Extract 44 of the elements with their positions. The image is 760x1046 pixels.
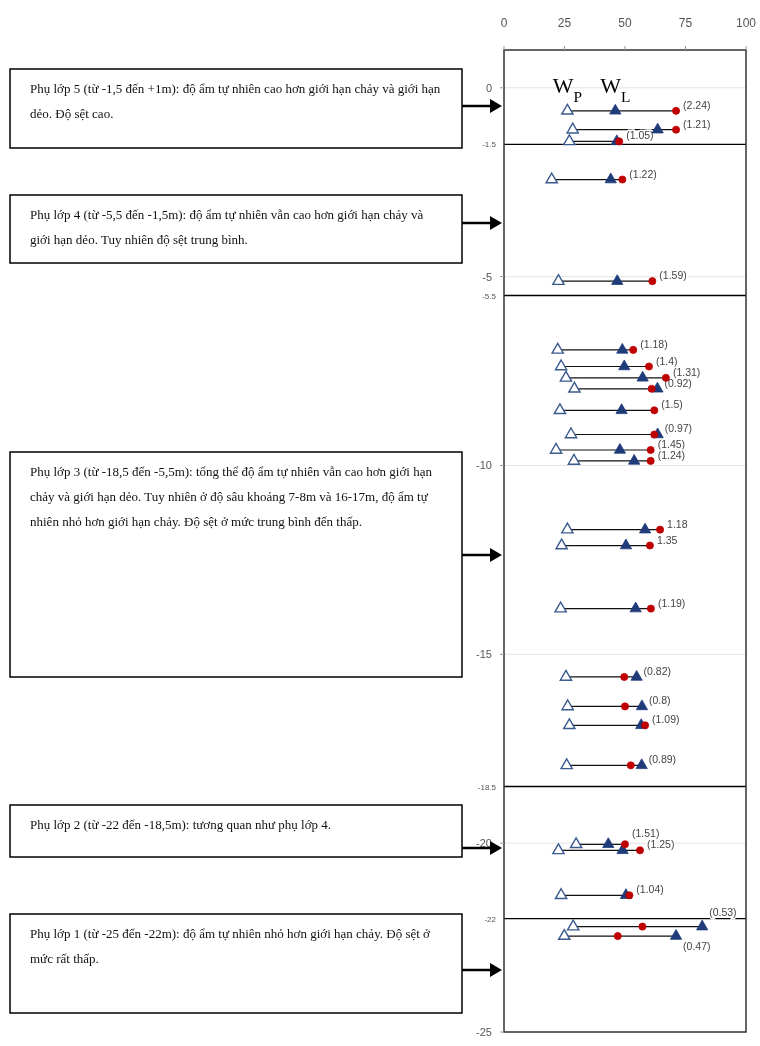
annotation: (1.09) <box>652 713 680 726</box>
series-label: W$_{P}$ <box>552 72 583 105</box>
annotation: (1.5) <box>661 398 683 411</box>
annotation: (1.51) <box>632 827 660 840</box>
x-tick-label: 50 <box>618 16 632 30</box>
annotation: (1.59) <box>659 269 687 282</box>
annotation: (1.18) <box>640 337 668 350</box>
annotation: (1.25) <box>647 838 675 851</box>
annotation: (1.19) <box>657 596 686 609</box>
text: Phụ lớp 3 (từ -18,5 đến -5,5m): tổng thể độ ẩm tự nhiên vẫn cao hơn giới hạn chảy và giới hạn dẻo. Tuy nhiên ở độ sâu khoảng 7-8m và 16-17m, độ ẩm tự nhiên nhỏ hơn giới hạn chảy. Độ sệt ở mức trung bình đến thấp. <box>30 464 433 529</box>
x-tick-label: 25 <box>557 16 572 30</box>
x-tick-label: 0 <box>500 16 508 30</box>
x-tick-label: 100 <box>735 16 757 30</box>
annotation: (0.97) <box>664 422 693 435</box>
y-tick-label: -10 <box>476 459 492 472</box>
x-tick-label: 75 <box>678 16 693 30</box>
annotation: (0.47) <box>683 940 711 953</box>
ref-line-label: -18.5 <box>477 782 497 792</box>
annotation: (1.31) <box>672 365 701 378</box>
y-tick-label: -15 <box>476 648 492 661</box>
annotation: (0.82) <box>643 664 672 677</box>
text: Phụ lớp 1 (từ -25 đến -22m): độ ẩm tự nhiên nhỏ hơn giới hạn chảy. Độ sệt ở mức rất thấp. <box>30 926 432 966</box>
text: Phụ lớp 4 (từ -5,5 đến -1,5m): độ ẩm tự nhiên vẫn cao hơn giới hạn chảy và giới hạn dẻo. Tuy nhiên độ sệt trung bình. <box>30 207 424 247</box>
annotation: (0.8) <box>648 694 671 707</box>
series-label: W$_{L}$ <box>600 72 631 105</box>
annotation: (0.53) <box>709 905 737 918</box>
ref-line-label: -22 <box>484 914 497 924</box>
y-tick-label: 0 <box>485 81 492 94</box>
ref-line-label: -5.5 <box>482 291 497 301</box>
annotation: (1.22) <box>629 167 657 180</box>
annotation: (1.4) <box>655 354 678 367</box>
annotation: (0.89) <box>648 753 677 766</box>
annotation: (1.04) <box>636 883 664 896</box>
text: Phụ lớp 2 (từ -22 đến -18,5m): tương quan như phụ lớp 4. <box>30 817 332 832</box>
ref-line-label: -1.5 <box>482 140 497 150</box>
annotation: (1.05) <box>626 129 654 142</box>
annotation: (1.21) <box>683 117 711 130</box>
annotation: (1.45) <box>657 437 686 450</box>
annotation: 1.35 <box>656 533 678 546</box>
annotation: (2.24) <box>683 98 711 111</box>
y-tick-label: -5 <box>482 270 492 283</box>
annotation: 1.18 <box>667 517 688 530</box>
text: Phụ lớp 5 (từ -1,5 đến +1m): độ ẩm tự nhiên cao hơn giới hạn chảy và giới hạn dẻo. Độ sệt cao. <box>30 81 441 121</box>
y-tick-label: -25 <box>476 1026 492 1038</box>
